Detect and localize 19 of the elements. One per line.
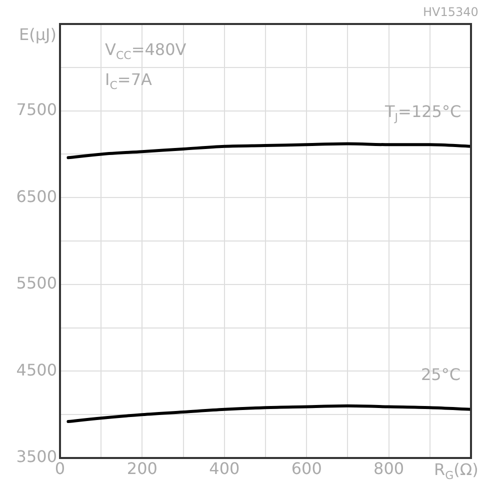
annotation: I$_{C}$=7A bbox=[105, 70, 152, 92]
y-tick-label: 4500 bbox=[16, 360, 57, 380]
x-tick-label: 600 bbox=[291, 458, 322, 478]
annotation: V$_{CC}$=480V bbox=[105, 40, 186, 62]
series-label: 25°C bbox=[421, 365, 461, 384]
y-axis-title: E(μJ) bbox=[19, 25, 56, 44]
x-axis-title: R$_{G}$(Ω) bbox=[434, 460, 478, 482]
line-series bbox=[66, 142, 471, 160]
y-tick-label: 7500 bbox=[16, 100, 57, 119]
y-tick-label: 3500 bbox=[16, 447, 57, 466]
x-tick-label: 800 bbox=[374, 458, 404, 478]
series-label: T$_{J}$=125°C bbox=[385, 102, 462, 125]
y-tick-label: 6500 bbox=[16, 186, 57, 206]
x-tick-label: 400 bbox=[209, 458, 240, 478]
line-series bbox=[66, 404, 471, 424]
x-tick-label: 200 bbox=[126, 458, 158, 478]
x-tick-label: 0 bbox=[54, 458, 66, 478]
text: HV15340 bbox=[423, 5, 478, 19]
y-tick-label: 5500 bbox=[16, 274, 57, 293]
